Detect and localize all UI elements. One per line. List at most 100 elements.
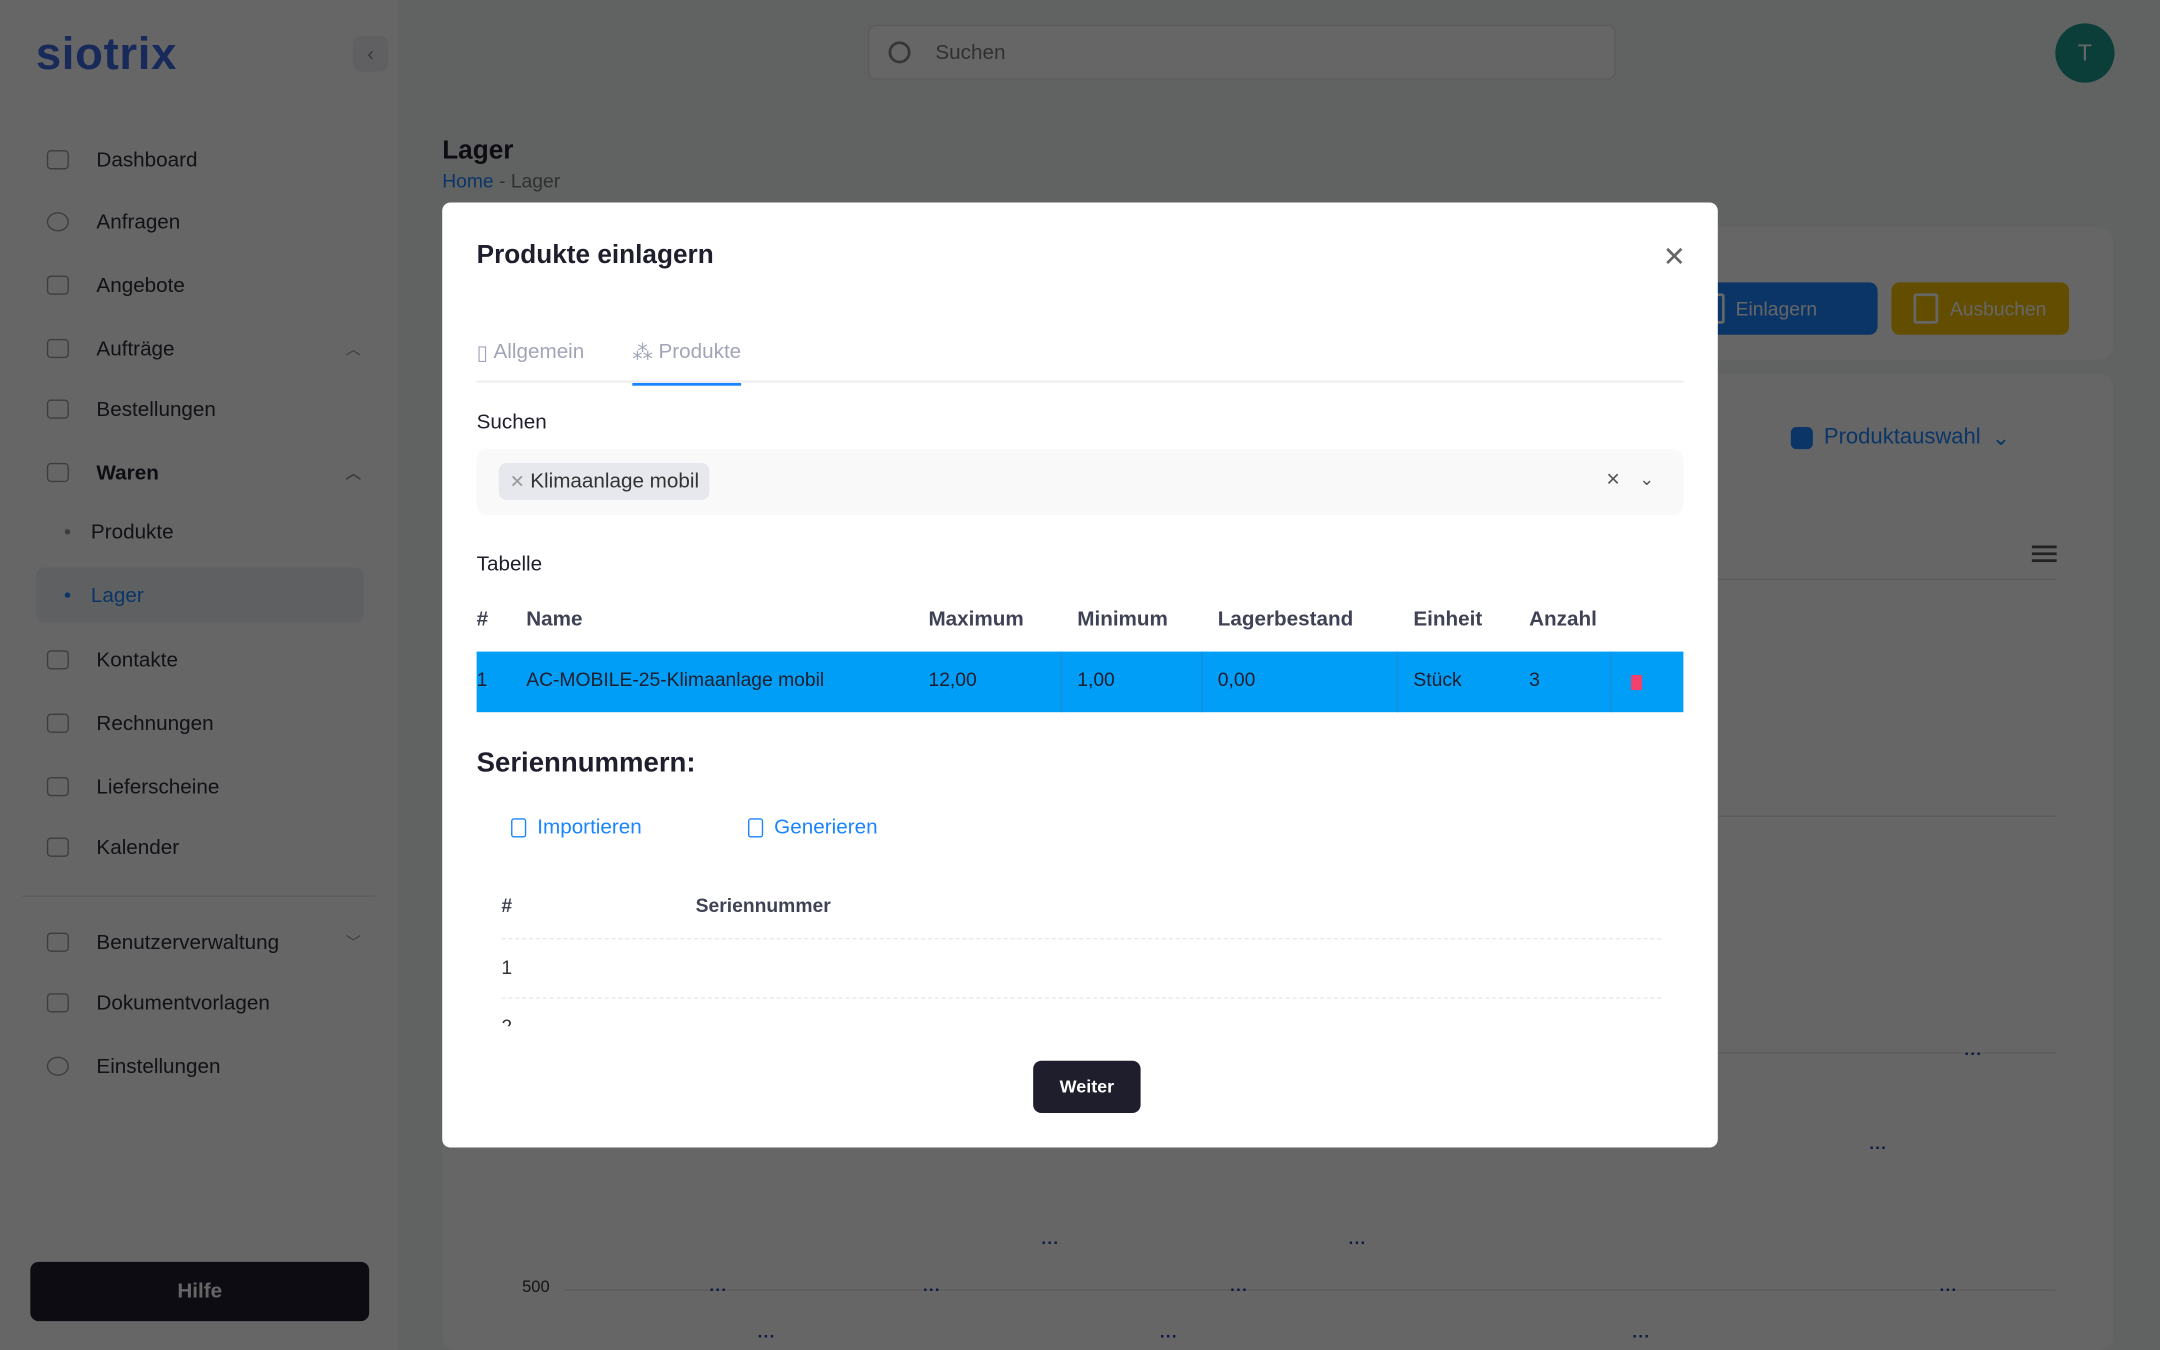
sidebar-item-kontakte[interactable]: Kontakte	[36, 632, 367, 687]
menu-icon[interactable]	[2031, 545, 2057, 563]
collapse-sidebar-button[interactable]: ‹	[352, 35, 389, 72]
sidebar-item-lager[interactable]: Lager	[35, 567, 364, 623]
sidebar-item-dashboard[interactable]: Dashboard	[36, 132, 367, 187]
trash-icon[interactable]	[1631, 674, 1643, 691]
search-input[interactable]: Suchen	[867, 24, 1616, 80]
label: Aufträge	[96, 336, 175, 361]
cart-icon	[46, 399, 69, 419]
search-label: Suchen	[476, 410, 547, 434]
clear-icon[interactable]: ×	[1606, 465, 1620, 492]
serial-row[interactable]: 2	[501, 997, 1662, 1027]
serial-table[interactable]: # Seriennummer 1 2	[501, 877, 1662, 1027]
selected-chip: ✕ Klimaanlage mobil	[498, 462, 711, 501]
einlagern-modal: Produkte einlagern ✕ ▯ Allgemein ⁂ Produkt…	[442, 202, 1718, 1148]
label: Anfragen	[96, 210, 181, 234]
close-icon[interactable]: ✕	[1662, 242, 1686, 273]
label: Kalender	[96, 835, 180, 859]
tab-produkte[interactable]: ⁂ Produkte	[632, 340, 742, 386]
sidebar-item-produkte[interactable]: Produkte	[36, 504, 364, 559]
document-icon: ▯	[476, 341, 489, 366]
import-link[interactable]: Importieren	[511, 816, 642, 839]
boxes-icon: ⁂	[632, 341, 653, 366]
weiter-button[interactable]: Weiter	[1033, 1060, 1141, 1114]
sidebar-item-anfragen[interactable]: Anfragen	[36, 194, 367, 249]
product-search-select[interactable]: ✕ Klimaanlage mobil × ⌄	[476, 449, 1684, 516]
serial-num: 2	[501, 1015, 513, 1027]
help-button[interactable]: Hilfe	[30, 1261, 370, 1322]
document-icon	[46, 993, 69, 1013]
gridline	[564, 1289, 2056, 1291]
question-icon	[46, 212, 69, 232]
data-marker: ...	[1159, 1322, 1178, 1342]
label: Benutzerverwaltung	[96, 930, 280, 954]
sidebar-item-angebote[interactable]: Angebote	[36, 258, 367, 313]
data-marker: ...	[1041, 1228, 1060, 1249]
chevron-down-icon[interactable]: ⌄	[1639, 468, 1655, 490]
label: Waren	[96, 460, 159, 485]
col-header: #	[501, 894, 513, 917]
sidebar-item-rechnungen[interactable]: Rechnungen	[36, 696, 367, 751]
chevron-up-icon: ︿	[345, 341, 361, 359]
table-label: Tabelle	[476, 552, 543, 576]
sidebar-item-lieferscheine[interactable]: Lieferscheine	[36, 759, 367, 814]
cell-num: 1	[476, 668, 488, 691]
y-tick: 500	[522, 1276, 550, 1297]
chip-label: Klimaanlage mobil	[530, 469, 700, 494]
sidebar-item-dokumentvorlagen[interactable]: Dokumentvorlagen	[36, 975, 367, 1030]
contact-card-icon	[46, 650, 69, 670]
avatar[interactable]: T	[2055, 23, 2115, 83]
data-marker: ...	[1964, 1040, 1983, 1060]
col-header: #	[476, 607, 489, 631]
generate-link[interactable]: Generieren	[748, 816, 878, 839]
label: Generieren	[774, 815, 878, 839]
modal-title: Produkte einlagern	[476, 241, 714, 270]
col-header: Anzahl	[1529, 607, 1597, 631]
product-select[interactable]: Produktauswahl ⌄	[1790, 424, 2010, 452]
bullet	[64, 592, 71, 598]
label: Einstellungen	[96, 1054, 221, 1078]
breadcrumb-home[interactable]: Home	[442, 169, 494, 192]
sidebar-item-einstellungen[interactable]: Einstellungen	[36, 1039, 367, 1094]
label: Dokumentvorlagen	[96, 991, 270, 1015]
gear-icon	[46, 1056, 69, 1076]
sidebar-item-auftraege[interactable]: Aufträge ︿	[36, 321, 367, 376]
sidebar-item-kalender[interactable]: Kalender	[36, 820, 367, 875]
label: Einlagern	[1735, 297, 1818, 320]
data-marker: ...	[709, 1275, 728, 1295]
logo: siotrix	[35, 27, 178, 79]
data-marker: ...	[1632, 1322, 1651, 1342]
cell-min: 1,00	[1077, 651, 1203, 713]
col-header: Name	[526, 607, 583, 631]
chevron-up-icon: ︿	[345, 465, 361, 483]
ausbuchen-button[interactable]: Ausbuchen	[1891, 282, 2070, 335]
invoice-icon	[46, 713, 69, 733]
calendar-icon	[46, 837, 69, 857]
sidebar-item-bestellungen[interactable]: Bestellungen	[36, 382, 367, 437]
page-title: Lager	[442, 136, 514, 166]
sidebar-item-benutzerverwaltung[interactable]: Benutzerverwaltung ﹀	[36, 915, 367, 970]
data-marker: ...	[922, 1275, 941, 1295]
users-icon	[46, 932, 69, 952]
chevron-down-icon: ﹀	[345, 935, 361, 952]
cell-max: 12,00	[928, 651, 1063, 713]
cell-unit: Stück	[1413, 651, 1612, 713]
truck-icon	[46, 776, 69, 797]
table-row[interactable]: 1 AC-MOBILE-25-Klimaanlage mobil 12,00 1…	[476, 651, 1684, 713]
breadcrumb-sep: -	[499, 169, 506, 192]
search-icon	[888, 41, 911, 64]
tab-allgemein[interactable]: ▯ Allgemein	[477, 340, 585, 383]
remove-chip-icon[interactable]: ✕	[509, 470, 525, 492]
sidebar-item-waren[interactable]: Waren ︿	[36, 445, 367, 500]
data-marker: ...	[1939, 1275, 1958, 1295]
bullet	[64, 528, 71, 535]
label: Rechnungen	[96, 711, 214, 735]
serial-row[interactable]: 1	[501, 938, 1662, 997]
col-header: Minimum	[1077, 607, 1168, 631]
boxes-icon	[46, 462, 69, 483]
cell-count[interactable]: 3	[1529, 668, 1540, 691]
data-marker: ...	[1869, 1133, 1888, 1154]
col-header: Lagerbestand	[1217, 607, 1354, 631]
file-icon	[511, 817, 527, 837]
label: Bestellungen	[96, 397, 216, 421]
label: Lieferscheine	[96, 774, 220, 799]
